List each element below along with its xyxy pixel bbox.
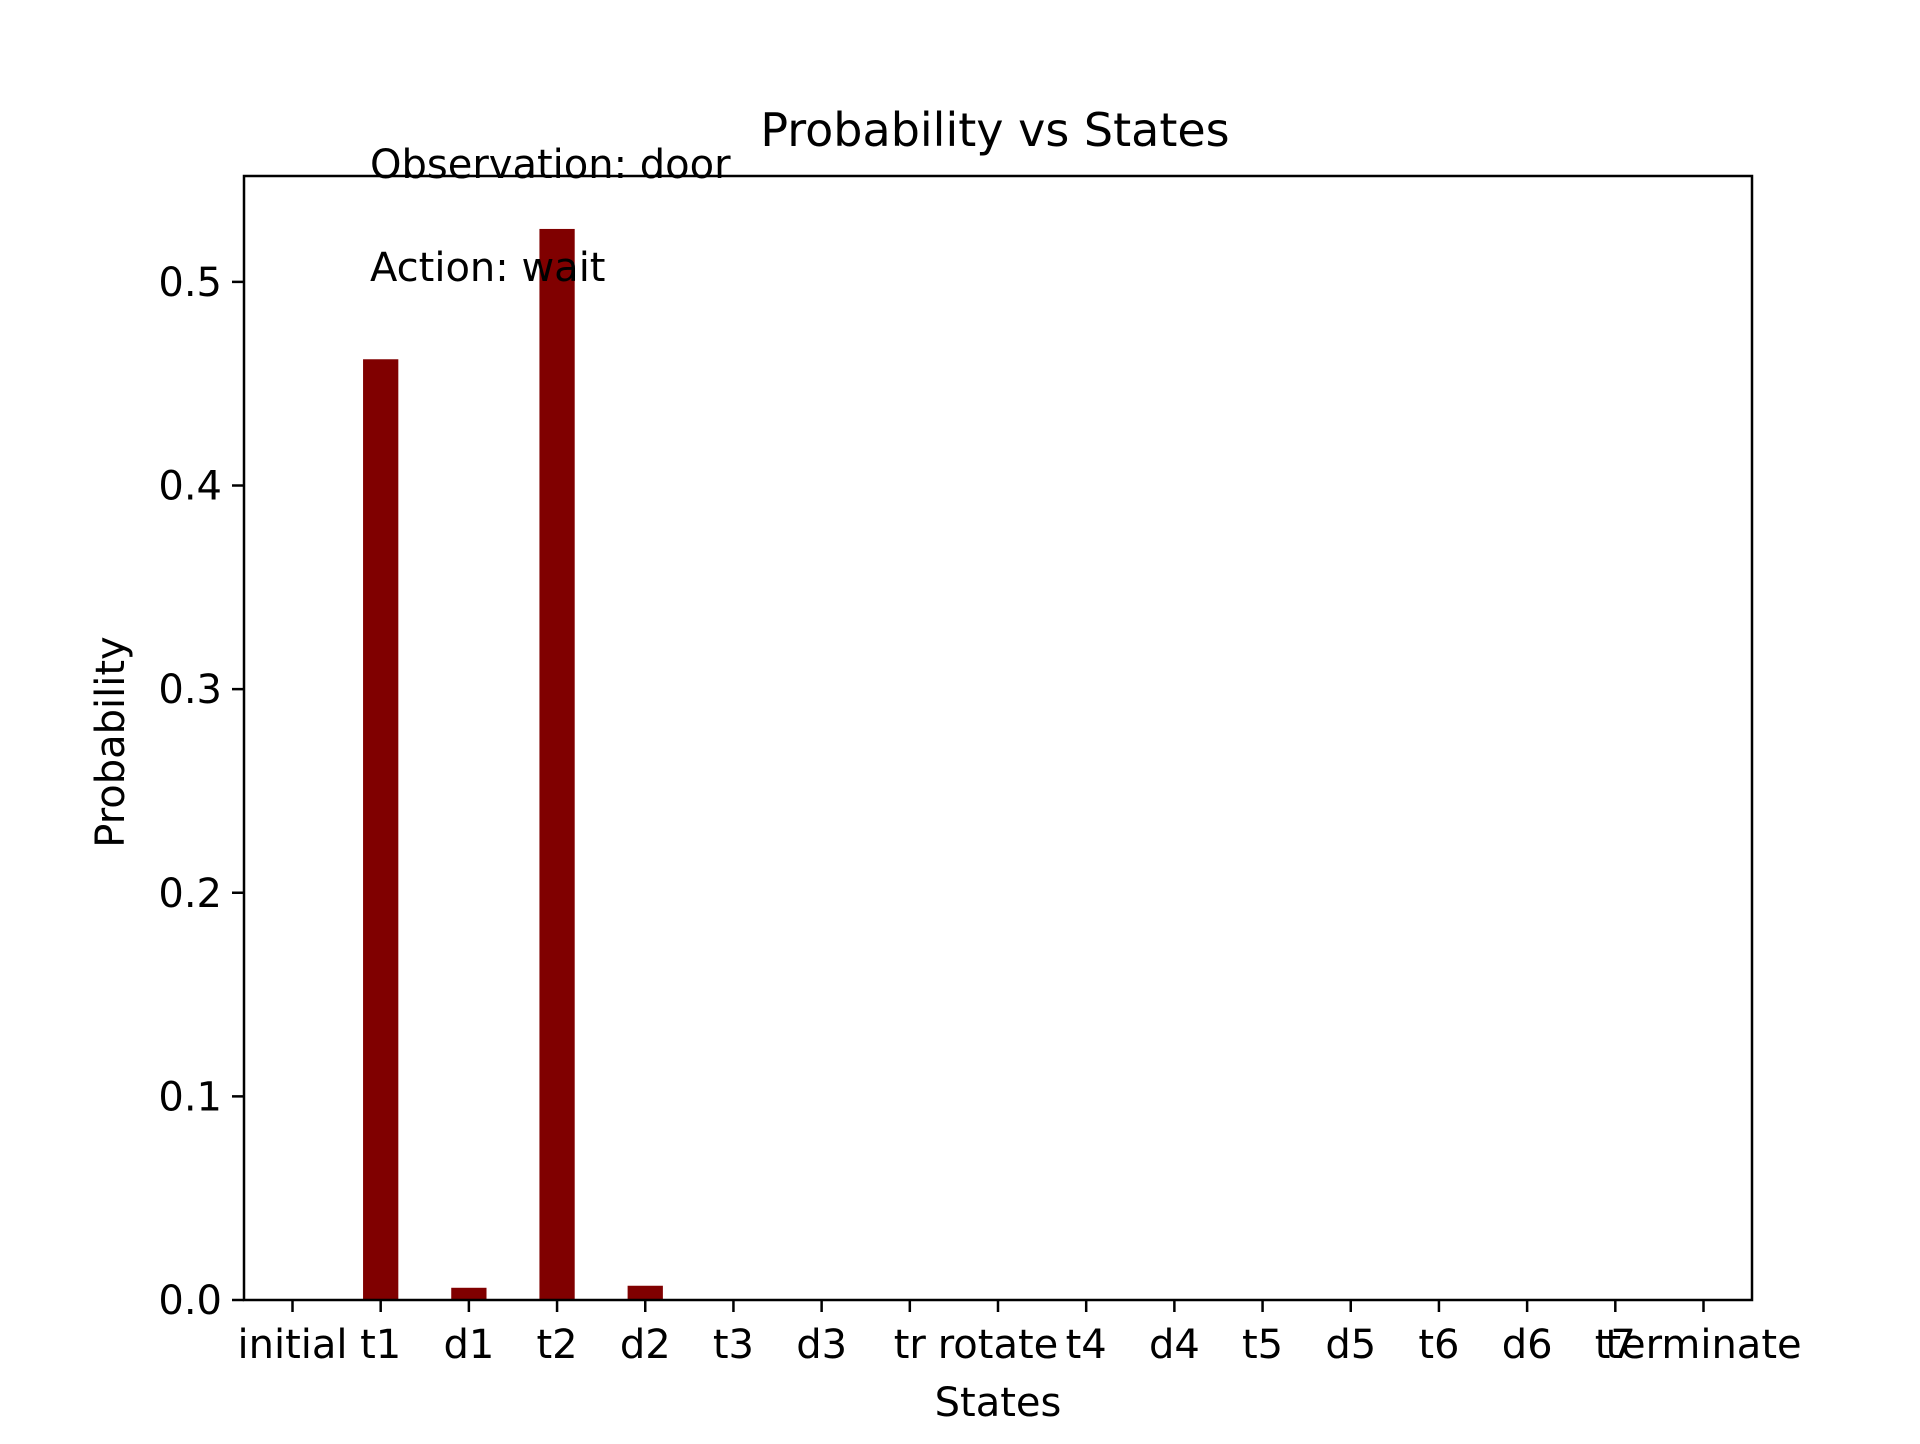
y-axis-label: Probability — [88, 636, 134, 847]
y-axis: 0.0 0.1 0.2 0.3 0.4 0.5 — [158, 260, 244, 1324]
y-tick-label: 0.3 — [158, 667, 222, 713]
bars-layer — [363, 228, 663, 1301]
x-tick-label: d3 — [796, 1322, 847, 1368]
bar-t2 — [539, 228, 575, 1301]
x-tick-label: tr — [894, 1322, 927, 1368]
y-tick-label: 0.1 — [158, 1074, 222, 1120]
bar-d2 — [627, 1285, 663, 1300]
bar-d1 — [451, 1287, 487, 1300]
x-tick-label: d4 — [1149, 1322, 1200, 1368]
x-tick-label: d6 — [1502, 1322, 1553, 1368]
bar-t1 — [363, 359, 399, 1300]
x-tick-label: terminate — [1605, 1322, 1801, 1368]
annotation-action: Action: wait — [370, 245, 606, 291]
x-tick-label: t3 — [713, 1322, 754, 1368]
x-tick-label: t4 — [1066, 1322, 1107, 1368]
x-axis-label: States — [935, 1380, 1062, 1426]
plot-frame — [242, 174, 1754, 1302]
x-tick-label: rotate — [938, 1322, 1059, 1368]
y-tick-label: 0.2 — [158, 871, 222, 917]
x-tick-label: t1 — [360, 1322, 401, 1368]
x-tick-label: initial — [238, 1322, 348, 1368]
x-tick-label: d5 — [1325, 1322, 1376, 1368]
x-tick-label: t2 — [536, 1322, 577, 1368]
annotation-observation: Observation: door — [370, 142, 731, 188]
x-tick-label: d1 — [443, 1322, 494, 1368]
x-axis: initial t1 d1 t2 d2 t3 d3 tr rotate t4 d4 t5 d5 t6 d6 t… — [238, 1300, 1802, 1368]
x-tick-label: d2 — [620, 1322, 671, 1368]
chart-title: Probability vs States — [760, 103, 1229, 157]
x-tick-label: t6 — [1418, 1322, 1459, 1368]
x-tick-label: t7 — [1595, 1322, 1636, 1368]
y-tick-label: 0.5 — [158, 260, 222, 306]
x-tick-label: t5 — [1242, 1322, 1283, 1368]
y-tick-label: 0.4 — [158, 464, 222, 510]
y-tick-label: 0.0 — [158, 1278, 222, 1324]
